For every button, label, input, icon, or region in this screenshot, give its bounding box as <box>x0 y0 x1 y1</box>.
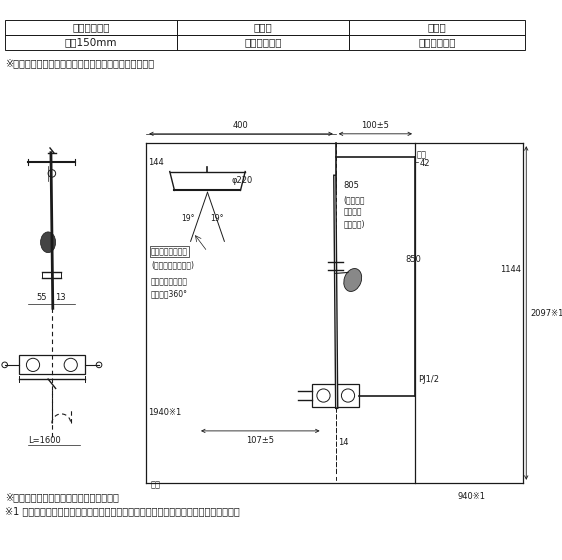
Text: 805: 805 <box>343 181 359 190</box>
Text: 散水方向可動範囲: 散水方向可動範囲 <box>151 247 188 256</box>
Text: 壁面: 壁面 <box>417 150 427 159</box>
Bar <box>4 35 177 50</box>
Text: 400: 400 <box>233 121 249 130</box>
Text: φ220: φ220 <box>231 176 252 185</box>
Text: ストレート脚: ストレート脚 <box>244 38 282 48</box>
Text: 可動範囲): 可動範囲) <box>343 220 365 229</box>
Bar <box>312 384 359 407</box>
Text: 940※1: 940※1 <box>457 492 486 501</box>
Bar <box>4 20 177 35</box>
Text: 1940※1: 1940※1 <box>148 408 182 417</box>
Text: 144: 144 <box>148 157 164 167</box>
Text: 13: 13 <box>55 293 65 302</box>
Text: 14: 14 <box>338 437 348 446</box>
Text: ※オーバーヘッドシャワーは固定式です。: ※オーバーヘッドシャワーは固定式です。 <box>4 492 119 502</box>
Text: 心々150mm: 心々150mm <box>65 38 117 48</box>
Text: 可動角度360°: 可動角度360° <box>151 290 188 298</box>
Ellipse shape <box>40 232 56 253</box>
Text: 19°: 19° <box>210 214 224 223</box>
Text: 高温出湯規制: 高温出湯規制 <box>72 22 110 32</box>
Text: 850: 850 <box>406 255 422 264</box>
Text: 19°: 19° <box>181 214 194 223</box>
Text: 床面: 床面 <box>151 480 161 489</box>
Text: ハンガー: ハンガー <box>343 208 362 217</box>
Text: メタル: メタル <box>428 22 446 32</box>
Bar <box>19 356 85 374</box>
Text: 100±5: 100±5 <box>361 121 389 130</box>
Text: ※1 参考寸法です。使用者の身長・天井高さなどを考慮のうえ、取り付けてください。: ※1 参考寸法です。使用者の身長・天井高さなどを考慮のうえ、取り付けてください。 <box>4 506 239 516</box>
Text: L=1600: L=1600 <box>28 436 61 445</box>
Text: 逆止弁: 逆止弁 <box>254 22 273 32</box>
Text: 55: 55 <box>37 293 47 302</box>
Text: (スライド: (スライド <box>343 195 365 204</box>
Text: スパウトなし: スパウトなし <box>418 38 456 48</box>
Bar <box>349 20 525 35</box>
Circle shape <box>2 362 7 368</box>
Text: PJ1/2: PJ1/2 <box>418 375 439 384</box>
Ellipse shape <box>344 269 362 291</box>
Bar <box>177 20 349 35</box>
Bar <box>349 35 525 50</box>
Text: 2097※1: 2097※1 <box>530 309 562 318</box>
Text: スライドハンガー: スライドハンガー <box>151 277 188 286</box>
Text: 1144: 1144 <box>500 265 521 274</box>
Text: 42: 42 <box>420 158 430 167</box>
Text: ※ハンドシャワーのシャワーホースは樹脂ホースです。: ※ハンドシャワーのシャワーホースは樹脂ホースです。 <box>4 58 154 68</box>
Circle shape <box>96 362 102 368</box>
Text: (円心状に自在可動): (円心状に自在可動) <box>151 260 194 269</box>
Text: 107±5: 107±5 <box>246 436 274 445</box>
Bar <box>177 35 349 50</box>
